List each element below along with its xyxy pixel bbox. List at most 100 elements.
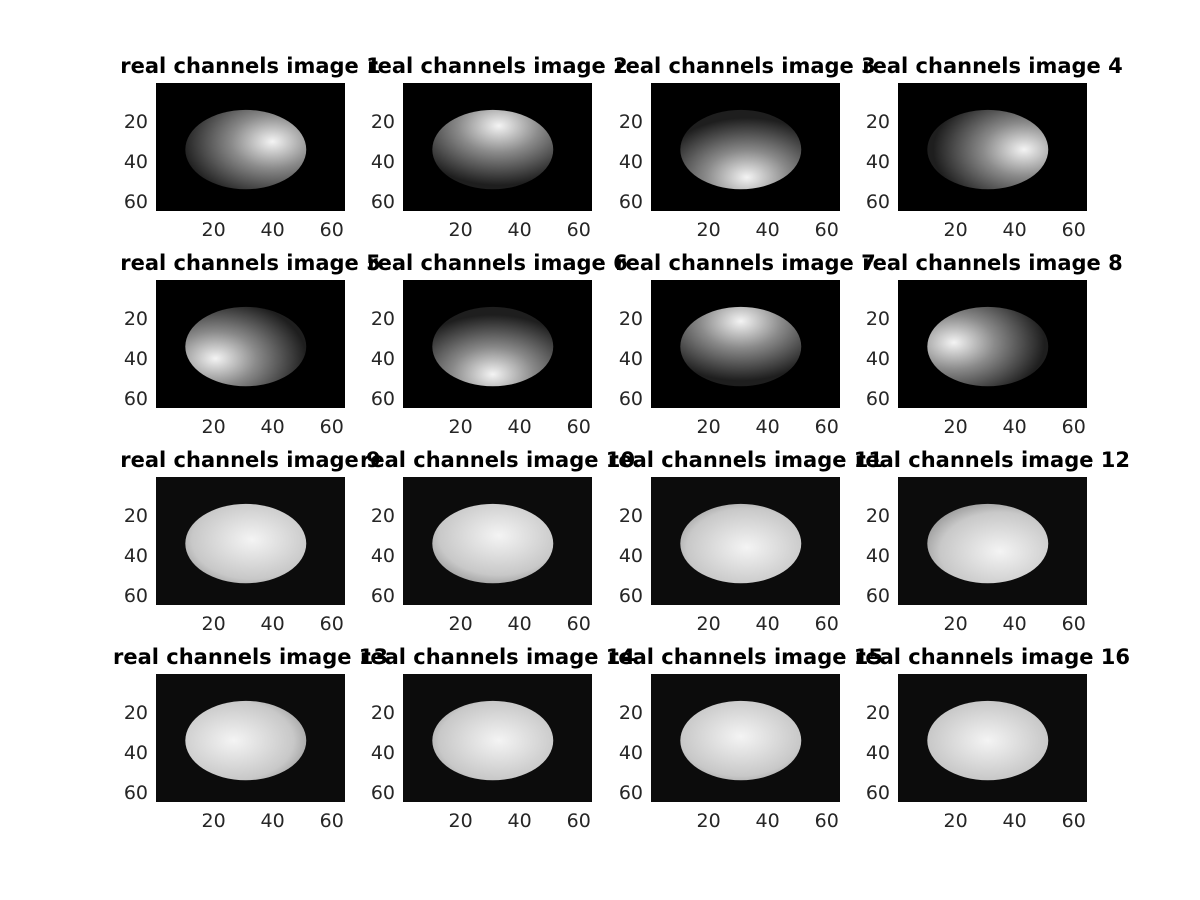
- x-tick-label: 40: [1002, 416, 1027, 438]
- y-tick-label: 20: [865, 308, 890, 330]
- subplot-1: real channels image 1 20 40 60 20 40 60: [120, 54, 380, 241]
- y-tick-label: 20: [865, 702, 890, 724]
- subplot-title: real channels image 11: [607, 448, 884, 472]
- y-tick-label: 60: [123, 585, 148, 607]
- x-tick-label: 60: [1061, 416, 1086, 438]
- y-tick-label: 40: [370, 742, 395, 764]
- x-tick-label: 60: [814, 219, 839, 241]
- y-tick-label: 60: [370, 191, 395, 213]
- mri-image: [651, 280, 840, 408]
- subplot-title: real channels image 5: [120, 251, 381, 275]
- y-tick-label: 40: [618, 151, 643, 173]
- x-tick-label: 60: [319, 810, 344, 832]
- y-tick-label: 20: [123, 505, 148, 527]
- x-tick-label: 20: [696, 416, 721, 438]
- x-tick-label: 40: [507, 810, 532, 832]
- mri-image: [156, 280, 345, 408]
- subplot-title: real channels image 8: [862, 251, 1123, 275]
- x-tick-label: 60: [319, 219, 344, 241]
- y-tick-label: 20: [123, 111, 148, 133]
- subplot-title: real channels image 15: [607, 645, 884, 669]
- subplot-11: real channels image 11 20 40 60 20 40 60: [608, 448, 883, 635]
- x-tick-label: 60: [566, 219, 591, 241]
- subplot-5: real channels image 5 20 40 60 20 40 60: [120, 251, 380, 438]
- subplot-8: real channels image 8 20 40 60 20 40 60: [862, 251, 1122, 438]
- subplot-13: real channels image 13 20 40 60 20 40 60: [113, 645, 388, 832]
- x-tick-label: 40: [755, 219, 780, 241]
- subplot-16: real channels image 16 20 40 60 20 40 60: [855, 645, 1130, 832]
- x-tick-label: 40: [260, 219, 285, 241]
- x-tick-label: 40: [1002, 613, 1027, 635]
- subplot-3: real channels image 3 20 40 60 20 40 60: [615, 54, 875, 241]
- mri-image: [403, 83, 592, 211]
- y-tick-label: 60: [370, 782, 395, 804]
- y-tick-label: 60: [865, 782, 890, 804]
- subplot-title: real channels image 13: [112, 645, 389, 669]
- y-tick-label: 40: [123, 545, 148, 567]
- y-tick-label: 40: [865, 545, 890, 567]
- mri-image: [156, 674, 345, 802]
- x-tick-label: 60: [566, 416, 591, 438]
- y-tick-label: 40: [123, 742, 148, 764]
- subplot-title: real channels image 4: [862, 54, 1123, 78]
- x-tick-label: 20: [448, 613, 473, 635]
- mri-image: [651, 83, 840, 211]
- y-tick-label: 60: [370, 388, 395, 410]
- y-tick-label: 20: [865, 505, 890, 527]
- x-tick-label: 20: [201, 219, 226, 241]
- y-tick-label: 20: [618, 111, 643, 133]
- y-tick-label: 20: [370, 505, 395, 527]
- x-tick-label: 60: [1061, 810, 1086, 832]
- y-tick-label: 20: [618, 505, 643, 527]
- y-tick-label: 40: [865, 348, 890, 370]
- y-tick-label: 20: [123, 308, 148, 330]
- x-tick-label: 20: [943, 219, 968, 241]
- x-tick-label: 20: [696, 613, 721, 635]
- subplot-title: real channels image 3: [615, 54, 876, 78]
- y-tick-label: 60: [123, 191, 148, 213]
- x-tick-label: 40: [260, 810, 285, 832]
- x-tick-label: 20: [201, 810, 226, 832]
- x-tick-label: 60: [814, 810, 839, 832]
- mri-image: [898, 280, 1087, 408]
- y-tick-label: 20: [370, 702, 395, 724]
- subplot-7: real channels image 7 20 40 60 20 40 60: [615, 251, 875, 438]
- mri-image: [156, 477, 345, 605]
- y-tick-label: 20: [618, 702, 643, 724]
- subplot-title: real channels image 6: [367, 251, 628, 275]
- subplot-title: real channels image 2: [367, 54, 628, 78]
- mri-image: [651, 477, 840, 605]
- subplot-title: real channels image 14: [359, 645, 636, 669]
- subplot-title: real channels image 10: [359, 448, 636, 472]
- subplot-9: real channels image 9 20 40 60 20 40 60: [120, 448, 380, 635]
- y-tick-label: 40: [370, 545, 395, 567]
- x-tick-label: 20: [943, 613, 968, 635]
- x-tick-label: 20: [943, 416, 968, 438]
- subplot-15: real channels image 15 20 40 60 20 40 60: [608, 645, 883, 832]
- subplot-12: real channels image 12 20 40 60 20 40 60: [855, 448, 1130, 635]
- x-tick-label: 40: [507, 219, 532, 241]
- y-tick-label: 60: [123, 782, 148, 804]
- y-tick-label: 60: [618, 388, 643, 410]
- x-tick-label: 60: [319, 416, 344, 438]
- x-tick-label: 20: [201, 416, 226, 438]
- x-tick-label: 60: [814, 613, 839, 635]
- x-tick-label: 60: [566, 613, 591, 635]
- y-tick-label: 60: [865, 388, 890, 410]
- subplot-10: real channels image 10 20 40 60 20 40 60: [360, 448, 635, 635]
- x-tick-label: 40: [507, 613, 532, 635]
- x-tick-label: 40: [507, 416, 532, 438]
- x-tick-label: 20: [696, 219, 721, 241]
- x-tick-label: 60: [814, 416, 839, 438]
- x-tick-label: 20: [448, 416, 473, 438]
- y-tick-label: 40: [618, 348, 643, 370]
- subplot-title: real channels image 1: [120, 54, 381, 78]
- mri-image: [156, 83, 345, 211]
- y-tick-label: 20: [370, 308, 395, 330]
- subplot-14: real channels image 14 20 40 60 20 40 60: [360, 645, 635, 832]
- y-tick-label: 60: [865, 191, 890, 213]
- x-tick-label: 40: [755, 810, 780, 832]
- x-tick-label: 40: [755, 613, 780, 635]
- y-tick-label: 20: [370, 111, 395, 133]
- mri-image: [651, 674, 840, 802]
